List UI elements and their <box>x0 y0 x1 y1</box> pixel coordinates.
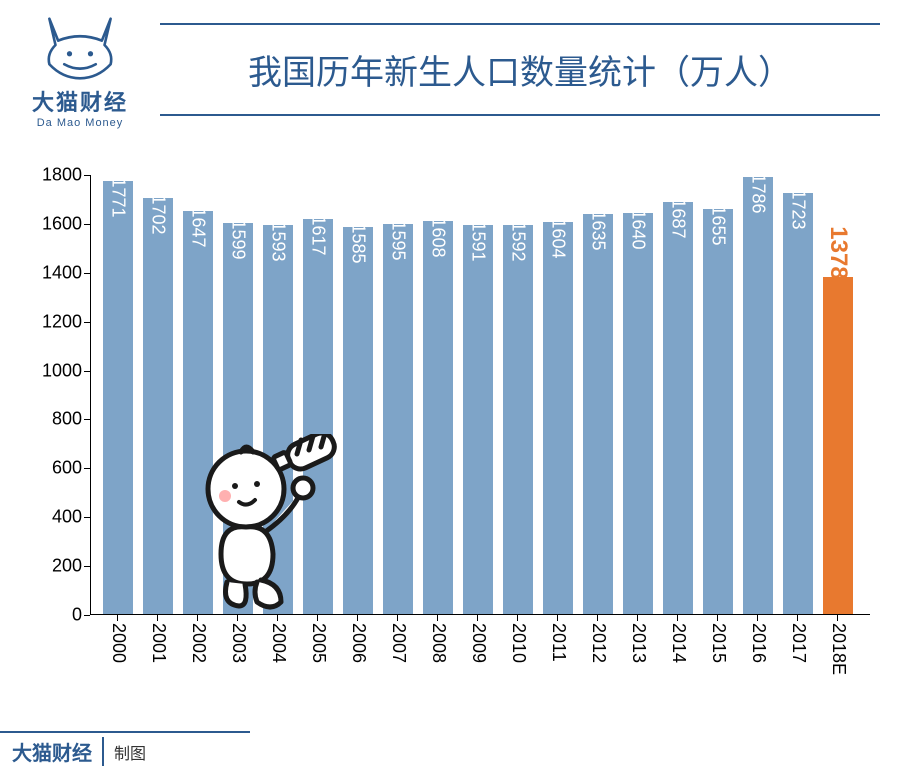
bar-value-label: 1786 <box>748 174 769 214</box>
bar-value-label: 1592 <box>508 221 529 261</box>
y-axis: 020040060080010001200140016001800 <box>30 175 90 615</box>
x-tick-label: 2010 <box>508 623 529 663</box>
bar-value-label: 1647 <box>188 208 209 248</box>
bar: 1723 <box>783 193 813 614</box>
y-tick-label: 400 <box>52 507 82 528</box>
brand-logo: 大猫财经 Da Mao Money <box>10 10 150 129</box>
bar: 1655 <box>703 209 733 614</box>
x-tick-label: 2002 <box>188 623 209 663</box>
bar: 1702 <box>143 198 173 614</box>
bar: 1591 <box>463 225 493 614</box>
bar-value-label: 1585 <box>348 223 369 263</box>
title-rule-bottom <box>160 114 880 116</box>
bar: 1378 <box>823 277 853 614</box>
cat-logo-icon <box>35 10 125 80</box>
footer-brand: 大猫财经 <box>12 737 104 766</box>
bar: 1608 <box>423 221 453 614</box>
y-tick-label: 200 <box>52 556 82 577</box>
x-tick-label: 2000 <box>108 623 129 663</box>
bar-value-label: 1604 <box>548 218 569 258</box>
chart-title: 我国历年新生人口数量统计（万人） <box>160 31 880 108</box>
bar-value-label: 1687 <box>668 198 689 238</box>
y-tick-label: 1000 <box>42 360 82 381</box>
x-tick-label: 2014 <box>668 623 689 663</box>
bar-value-label: 1608 <box>428 217 449 257</box>
bar: 1786 <box>743 177 773 614</box>
bar: 1640 <box>623 213 653 614</box>
footer-credit: 制图 <box>114 740 146 764</box>
x-tick-label: 2003 <box>228 623 249 663</box>
bar: 1604 <box>543 222 573 614</box>
x-tick-label: 2004 <box>268 623 289 663</box>
bar-value-label: 1593 <box>268 221 289 261</box>
x-tick-label: 2001 <box>148 623 169 663</box>
bar: 1595 <box>383 224 413 614</box>
bar-value-label: 1635 <box>588 211 609 251</box>
x-tick-label: 2013 <box>628 623 649 663</box>
header: 大猫财经 Da Mao Money 我国历年新生人口数量统计（万人） <box>0 0 900 129</box>
y-tick-label: 1600 <box>42 213 82 234</box>
bar-chart: 020040060080010001200140016001800 <box>30 175 880 715</box>
bar-value-label: 1723 <box>788 189 809 229</box>
bar: 1771 <box>103 181 133 614</box>
footer: 大猫财经 制图 <box>0 731 250 766</box>
y-tick-label: 800 <box>52 409 82 430</box>
x-tick-label: 2018E <box>828 623 849 675</box>
x-tick-label: 2005 <box>308 623 329 663</box>
x-tick-label: 2009 <box>468 623 489 663</box>
brand-name-cn: 大猫财经 <box>10 85 150 117</box>
title-area: 我国历年新生人口数量统计（万人） <box>150 23 880 116</box>
bar: 1592 <box>503 225 533 614</box>
plot-area: 1771 1702 1647 1599 1593 1617 1585 1595 1608 1591… <box>90 175 870 615</box>
bar-value-label: 1378 <box>824 226 852 279</box>
x-tick-label: 2006 <box>348 623 369 663</box>
x-tick-label: 2012 <box>588 623 609 663</box>
bar-value-label: 1591 <box>468 222 489 262</box>
brand-name-en: Da Mao Money <box>10 117 150 129</box>
bar-value-label: 1599 <box>228 220 249 260</box>
title-rule-top <box>160 23 880 25</box>
y-tick-label: 1800 <box>42 165 82 186</box>
bar-value-label: 1771 <box>108 178 129 218</box>
y-tick-label: 600 <box>52 458 82 479</box>
bar-value-label: 1617 <box>308 215 329 255</box>
bar: 1635 <box>583 214 613 614</box>
x-tick-label: 2016 <box>748 623 769 663</box>
x-tick-label: 2011 <box>548 623 569 662</box>
bar-value-label: 1640 <box>628 210 649 250</box>
x-tick-label: 2008 <box>428 623 449 663</box>
bar-value-label: 1655 <box>708 206 729 246</box>
x-tick-label: 2007 <box>388 623 409 663</box>
bar-value-label: 1595 <box>388 221 409 261</box>
bar-value-label: 1702 <box>148 194 169 234</box>
x-tick-label: 2015 <box>708 623 729 663</box>
y-tick-label: 1400 <box>42 262 82 283</box>
bar: 1687 <box>663 202 693 614</box>
y-tick-label: 0 <box>72 605 82 626</box>
baby-illustration-icon <box>191 434 351 614</box>
x-tick-label: 2017 <box>788 623 809 663</box>
y-tick-label: 1200 <box>42 311 82 332</box>
